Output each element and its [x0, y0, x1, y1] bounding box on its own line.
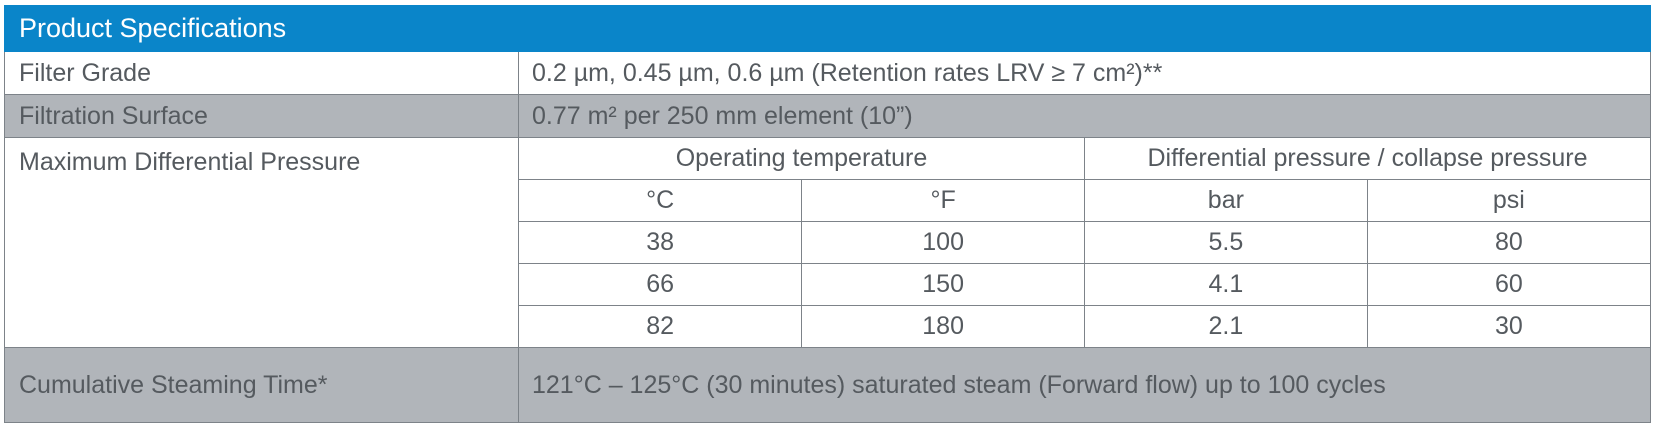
product-specifications-table: Product Specifications Filter Grade 0.2 …	[3, 5, 1652, 423]
cell-bar: 5.5	[1084, 221, 1368, 264]
cell-celsius: 82	[519, 305, 803, 347]
filtration-surface-label: Filtration Surface	[4, 94, 519, 138]
row-filtration-surface: Filtration Surface 0.77 m² per 250 mm el…	[4, 94, 1652, 138]
cell-psi: 60	[1367, 263, 1651, 306]
unit-header-fahrenheit: °F	[801, 179, 1085, 222]
cell-celsius: 38	[519, 221, 803, 264]
filtration-surface-value: 0.77 m² per 250 mm element (10”)	[518, 94, 1652, 138]
pressure-subtable: Operating temperature Differential press…	[519, 138, 1651, 347]
spec-table-container: Product Specifications Filter Grade 0.2 …	[3, 5, 1652, 423]
table-title: Product Specifications	[3, 5, 1652, 52]
row-filter-grade: Filter Grade 0.2 µm, 0.45 µm, 0.6 µm (Re…	[4, 51, 1652, 95]
row-cumulative-steaming-time: Cumulative Steaming Time* 121°C – 125°C …	[4, 347, 1652, 423]
table-row: 66 150 4.1 60	[519, 263, 1651, 306]
cell-bar: 4.1	[1084, 263, 1368, 306]
pressure-subtable-cell: Operating temperature Differential press…	[518, 137, 1652, 348]
group-header-operating-temperature: Operating temperature	[519, 138, 1085, 180]
cell-fahrenheit: 150	[801, 263, 1085, 306]
filter-grade-label: Filter Grade	[4, 51, 519, 95]
cell-psi: 80	[1367, 221, 1651, 264]
cell-bar: 2.1	[1084, 305, 1368, 347]
unit-header-bar: bar	[1084, 179, 1368, 222]
cell-fahrenheit: 180	[801, 305, 1085, 347]
group-header-row: Operating temperature Differential press…	[519, 138, 1651, 180]
max-pressure-label: Maximum Differential Pressure	[4, 137, 519, 348]
steaming-time-label: Cumulative Steaming Time*	[4, 347, 519, 423]
row-max-differential-pressure: Maximum Differential Pressure Operating …	[4, 137, 1652, 348]
steaming-time-value: 121°C – 125°C (30 minutes) saturated ste…	[518, 347, 1652, 423]
unit-header-psi: psi	[1367, 179, 1651, 222]
unit-header-row: °C °F bar psi	[519, 179, 1651, 222]
table-row: 38 100 5.5 80	[519, 221, 1651, 264]
unit-header-celsius: °C	[519, 179, 803, 222]
cell-psi: 30	[1494, 312, 1523, 340]
cell-fahrenheit: 100	[801, 221, 1085, 264]
cell-celsius: 66	[519, 263, 803, 306]
group-header-differential-pressure: Differential pressure / collapse pressur…	[1084, 138, 1651, 180]
filter-grade-value: 0.2 µm, 0.45 µm, 0.6 µm (Retention rates…	[518, 51, 1652, 95]
table-row: 82 180 2.1 30	[519, 305, 1650, 347]
